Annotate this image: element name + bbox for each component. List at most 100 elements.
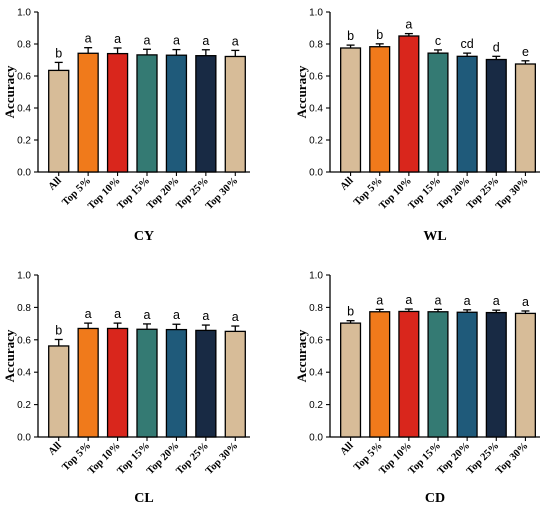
significance-label: c [435,34,441,48]
significance-label: a [202,34,209,48]
significance-label: a [85,307,92,321]
significance-label: a [173,34,180,48]
y-tick-label: 0.2 [17,136,31,147]
significance-label: a [376,293,383,307]
x-tick-label: All [47,440,64,457]
y-tick-label: 0.4 [309,104,323,115]
significance-label: b [376,28,383,42]
bar-all [340,322,362,438]
x-tick-label: Top 30% [204,175,241,212]
y-tick-label: 1.0 [309,8,323,19]
significance-label: a [144,308,151,322]
bar-top-25- [485,58,507,173]
panel-title: CD [425,491,445,506]
y-tick-label: 0.8 [309,303,323,314]
significance-label: b [347,305,354,319]
significance-label: a [85,32,92,46]
bar-top-10- [106,327,129,438]
bar-top-20- [456,55,478,173]
panel-title: WL [423,229,446,244]
x-tick-label: Top 30% [204,440,241,477]
significance-label: a [114,32,121,46]
significance-label: a [493,294,500,308]
significance-label: b [55,323,62,337]
significance-label: a [114,307,121,321]
x-tick-label: Top 30% [494,440,531,477]
significance-label: d [493,40,500,54]
y-tick-label: 0.6 [17,72,31,83]
bar-top-30- [224,330,246,438]
y-tick-label: 0.4 [17,368,31,379]
bar-top-10- [106,52,129,173]
bar-all [48,69,70,173]
bar-top-20- [165,54,188,173]
significance-label: b [55,46,62,60]
bar-top-5- [369,311,391,438]
significance-label: a [464,294,471,308]
panel-title: CY [134,229,154,244]
y-tick-label: 0.6 [309,72,323,83]
y-axis-label: Accuracy [2,65,17,118]
y-tick-label: 0.8 [309,40,323,51]
y-tick-label: 0.4 [17,104,31,115]
bar-top-20- [456,311,478,438]
bar-top-10- [398,310,420,438]
y-tick-label: 0.8 [17,303,31,314]
x-tick-label: Top 30% [494,175,531,212]
bar-top-30- [514,312,536,438]
significance-label: a [144,33,151,47]
bar-top-20- [165,328,188,438]
x-tick-label: All [338,175,355,192]
panel-title: CL [134,491,153,506]
y-tick-label: 1.0 [17,271,31,282]
bar-top-15- [427,52,449,173]
y-tick-label: 0.6 [17,335,31,346]
bar-top-5- [77,327,99,438]
y-axis-label: Accuracy [294,65,309,118]
y-tick-label: 0.0 [17,168,31,179]
y-axis-label: Accuracy [2,329,17,382]
significance-label: a [435,293,442,307]
y-tick-label: 0.6 [309,335,323,346]
y-tick-label: 0.0 [309,168,323,179]
y-tick-label: 0.4 [309,368,323,379]
y-tick-label: 0.2 [17,400,31,411]
y-tick-label: 0.8 [17,40,31,51]
y-tick-label: 0.2 [309,136,323,147]
bar-top-5- [369,46,391,173]
bar-top-25- [195,55,217,173]
bar-top-15- [136,328,158,438]
bar-all [48,345,70,438]
significance-label: a [202,309,209,323]
bar-top-5- [77,52,99,173]
y-tick-label: 1.0 [309,271,323,282]
y-axis-label: Accuracy [294,329,309,382]
y-tick-label: 0.0 [17,433,31,444]
x-tick-label: All [47,175,64,192]
bar-top-30- [224,55,246,173]
significance-label: a [522,295,529,309]
significance-label: a [232,310,239,324]
significance-label: a [405,18,412,32]
significance-label: cd [461,37,474,51]
bar-top-30- [514,63,536,173]
significance-label: a [173,308,180,322]
y-tick-label: 0.0 [309,433,323,444]
bar-top-15- [427,311,449,438]
bar-top-15- [136,54,158,173]
y-tick-label: 0.2 [309,400,323,411]
bar-top-25- [195,329,217,438]
bar-all [340,47,362,173]
bar-top-10- [398,35,420,173]
significance-label: a [232,34,239,48]
y-tick-label: 1.0 [17,8,31,19]
bar-top-25- [485,311,507,438]
significance-label: b [347,29,354,43]
x-tick-label: All [338,440,355,457]
